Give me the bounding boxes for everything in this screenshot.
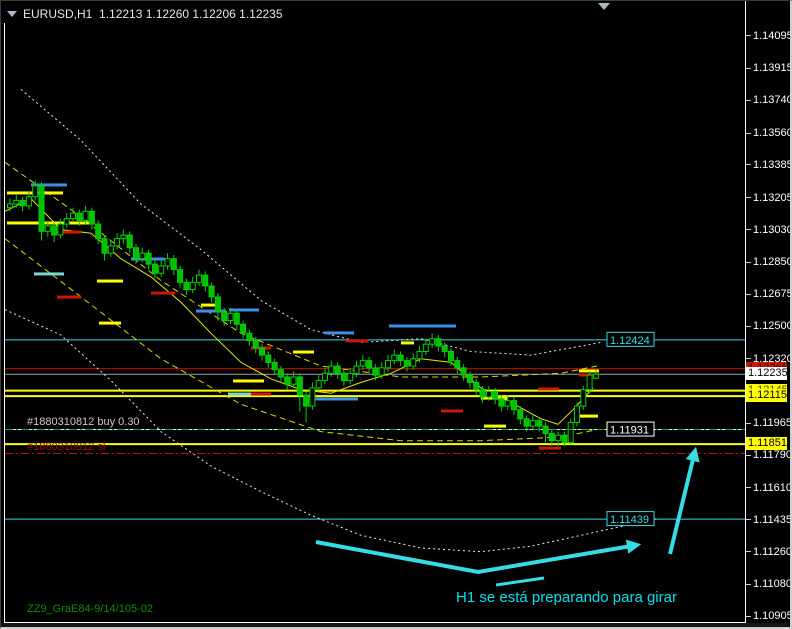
horizontal-scrollbar[interactable] bbox=[1, 623, 789, 627]
axis-tick-label: 1.13385 bbox=[753, 158, 792, 171]
swing-segment bbox=[441, 409, 463, 413]
swing-segment bbox=[389, 324, 456, 328]
bollinger-lower-curve bbox=[5, 309, 657, 553]
axis-tick-label: 1.12675 bbox=[753, 288, 792, 301]
swing-segment bbox=[229, 308, 259, 312]
swing-segment bbox=[196, 309, 226, 313]
swing-segment bbox=[228, 392, 251, 396]
svg-text:1.12424: 1.12424 bbox=[610, 335, 650, 347]
trend-arrow bbox=[315, 539, 642, 575]
chart-title-bar: EURUSD,H1 1.12213 1.12260 1.12206 1.1223… bbox=[7, 7, 283, 21]
swing-segment bbox=[57, 230, 81, 234]
axis-tick-label: 1.11080 bbox=[753, 578, 792, 591]
chart-frame-left bbox=[4, 23, 5, 622]
swing-segment bbox=[34, 272, 64, 276]
axis-price-label: 1.12235 bbox=[746, 367, 788, 381]
svg-text:1.11439: 1.11439 bbox=[610, 514, 649, 526]
axis-tick-label: 1.10905 bbox=[753, 610, 792, 623]
swing-segment bbox=[97, 279, 123, 283]
axis-tick-label: 1.12500 bbox=[753, 320, 792, 332]
swing-segment bbox=[57, 295, 81, 299]
chart-frame-bottom bbox=[4, 622, 746, 623]
swing-segment bbox=[31, 183, 67, 187]
axis-tick-label: 1.11260 bbox=[753, 545, 792, 558]
axis-tick-mark bbox=[746, 99, 751, 101]
swing-segment bbox=[401, 341, 414, 345]
swing-segment bbox=[539, 446, 561, 450]
indicator-name-label: ZZ9_GraE84-9/14/105-02 bbox=[27, 603, 153, 615]
axis-tick-mark bbox=[746, 293, 751, 295]
chart-plot-area: 1.12424 1.11931 1.11439 #1880310812 buy 0.3… bbox=[5, 89, 745, 615]
swing-segment bbox=[324, 331, 354, 335]
envelope-upper-curve bbox=[5, 161, 598, 378]
axis-tick-label: 1.11790 bbox=[753, 449, 792, 462]
axis-tick-label: 1.11610 bbox=[753, 481, 792, 494]
axis-tick-mark bbox=[746, 487, 751, 489]
swing-segment bbox=[151, 291, 175, 295]
trend-arrow bbox=[668, 446, 700, 555]
axis-tick-mark bbox=[746, 583, 751, 585]
axis-tick-mark bbox=[746, 422, 751, 424]
line-price-label bbox=[606, 331, 655, 347]
bollinger-upper-curve bbox=[20, 89, 602, 356]
axis-tick-label: 1.14095 bbox=[753, 29, 792, 42]
swing-segment bbox=[579, 369, 599, 373]
trend-arrow bbox=[495, 576, 545, 587]
axis-tick-mark bbox=[746, 261, 751, 263]
trader-note-text: H1 se está preparando para girar bbox=[456, 589, 677, 606]
axis-tick-label: 1.13915 bbox=[753, 62, 792, 75]
axis-tick-mark bbox=[746, 67, 751, 69]
axis-tick-label: 1.12850 bbox=[753, 256, 792, 269]
swing-segment bbox=[293, 350, 314, 354]
axis-tick-mark bbox=[746, 164, 751, 166]
axis-tick-mark bbox=[746, 454, 751, 456]
axis-tick-mark bbox=[746, 615, 751, 617]
axis-tick-mark bbox=[746, 519, 751, 521]
chevron-down-icon[interactable] bbox=[7, 11, 17, 17]
axis-tick-mark bbox=[746, 197, 751, 199]
price-axis[interactable]: 1.14095 1.13915 1.13740 1.13560 1.13385 1.132… bbox=[746, 1, 792, 623]
chart-frame-right bbox=[745, 1, 746, 622]
swing-segment bbox=[314, 397, 358, 401]
axis-price-label: 1.11851 bbox=[746, 437, 787, 451]
axis-tick-label: 1.11965 bbox=[753, 417, 792, 430]
line-price-label bbox=[606, 421, 655, 437]
swing-segment bbox=[346, 339, 368, 343]
axis-tick-mark bbox=[746, 551, 751, 553]
axis-tick-label: 1.13560 bbox=[753, 127, 792, 140]
swing-segment bbox=[99, 321, 121, 325]
chart-title: EURUSD,H1 1.12213 1.12260 1.12206 1.1223… bbox=[23, 7, 283, 21]
axis-tick-label: 1.13740 bbox=[753, 94, 792, 107]
line-price-label bbox=[606, 511, 655, 527]
axis-tick-label: 1.11435 bbox=[753, 513, 792, 526]
axis-tick-mark bbox=[746, 132, 751, 134]
axis-tick-mark bbox=[746, 229, 751, 231]
axis-tick-mark bbox=[746, 325, 751, 327]
swing-segment bbox=[538, 387, 559, 391]
swing-segment bbox=[251, 392, 271, 396]
axis-tick-mark bbox=[746, 358, 751, 360]
swing-segment bbox=[233, 379, 264, 383]
buy-order-label: #1880310812 buy 0.30 bbox=[27, 416, 140, 428]
swing-segment bbox=[484, 424, 506, 428]
stop-loss-label: #1880310812 sl bbox=[27, 441, 105, 453]
axis-tick-mark bbox=[746, 35, 751, 37]
svg-text:1.11931: 1.11931 bbox=[610, 425, 649, 437]
swing-segment bbox=[576, 414, 598, 418]
candles bbox=[7, 180, 599, 447]
axis-tick-label: 1.12320 bbox=[753, 352, 792, 365]
chart-shift-marker-icon[interactable] bbox=[598, 3, 610, 10]
envelope-lower-curve bbox=[5, 238, 598, 442]
axis-tick-label: 1.13205 bbox=[753, 191, 792, 204]
axis-price-label: 1.12115 bbox=[746, 389, 787, 403]
swing-segment bbox=[201, 303, 219, 307]
axis-tick-label: 1.13030 bbox=[753, 223, 792, 236]
